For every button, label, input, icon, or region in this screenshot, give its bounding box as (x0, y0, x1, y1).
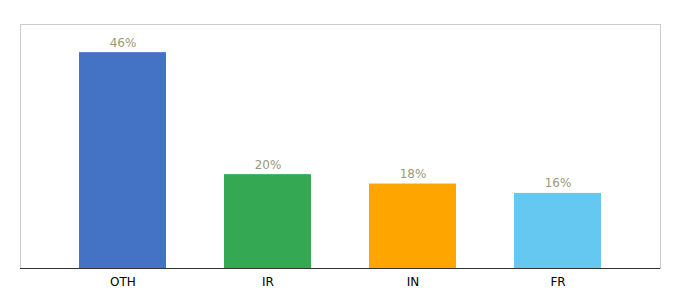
svg-text:IR: IR (262, 275, 274, 289)
svg-text:20%: 20% (255, 158, 282, 172)
svg-text:FR: FR (550, 275, 565, 289)
svg-text:18%: 18% (400, 167, 427, 181)
svg-text:OTH: OTH (110, 275, 136, 289)
svg-text:IN: IN (407, 275, 420, 289)
svg-text:16%: 16% (545, 176, 572, 190)
svg-text:46%: 46% (110, 36, 137, 50)
